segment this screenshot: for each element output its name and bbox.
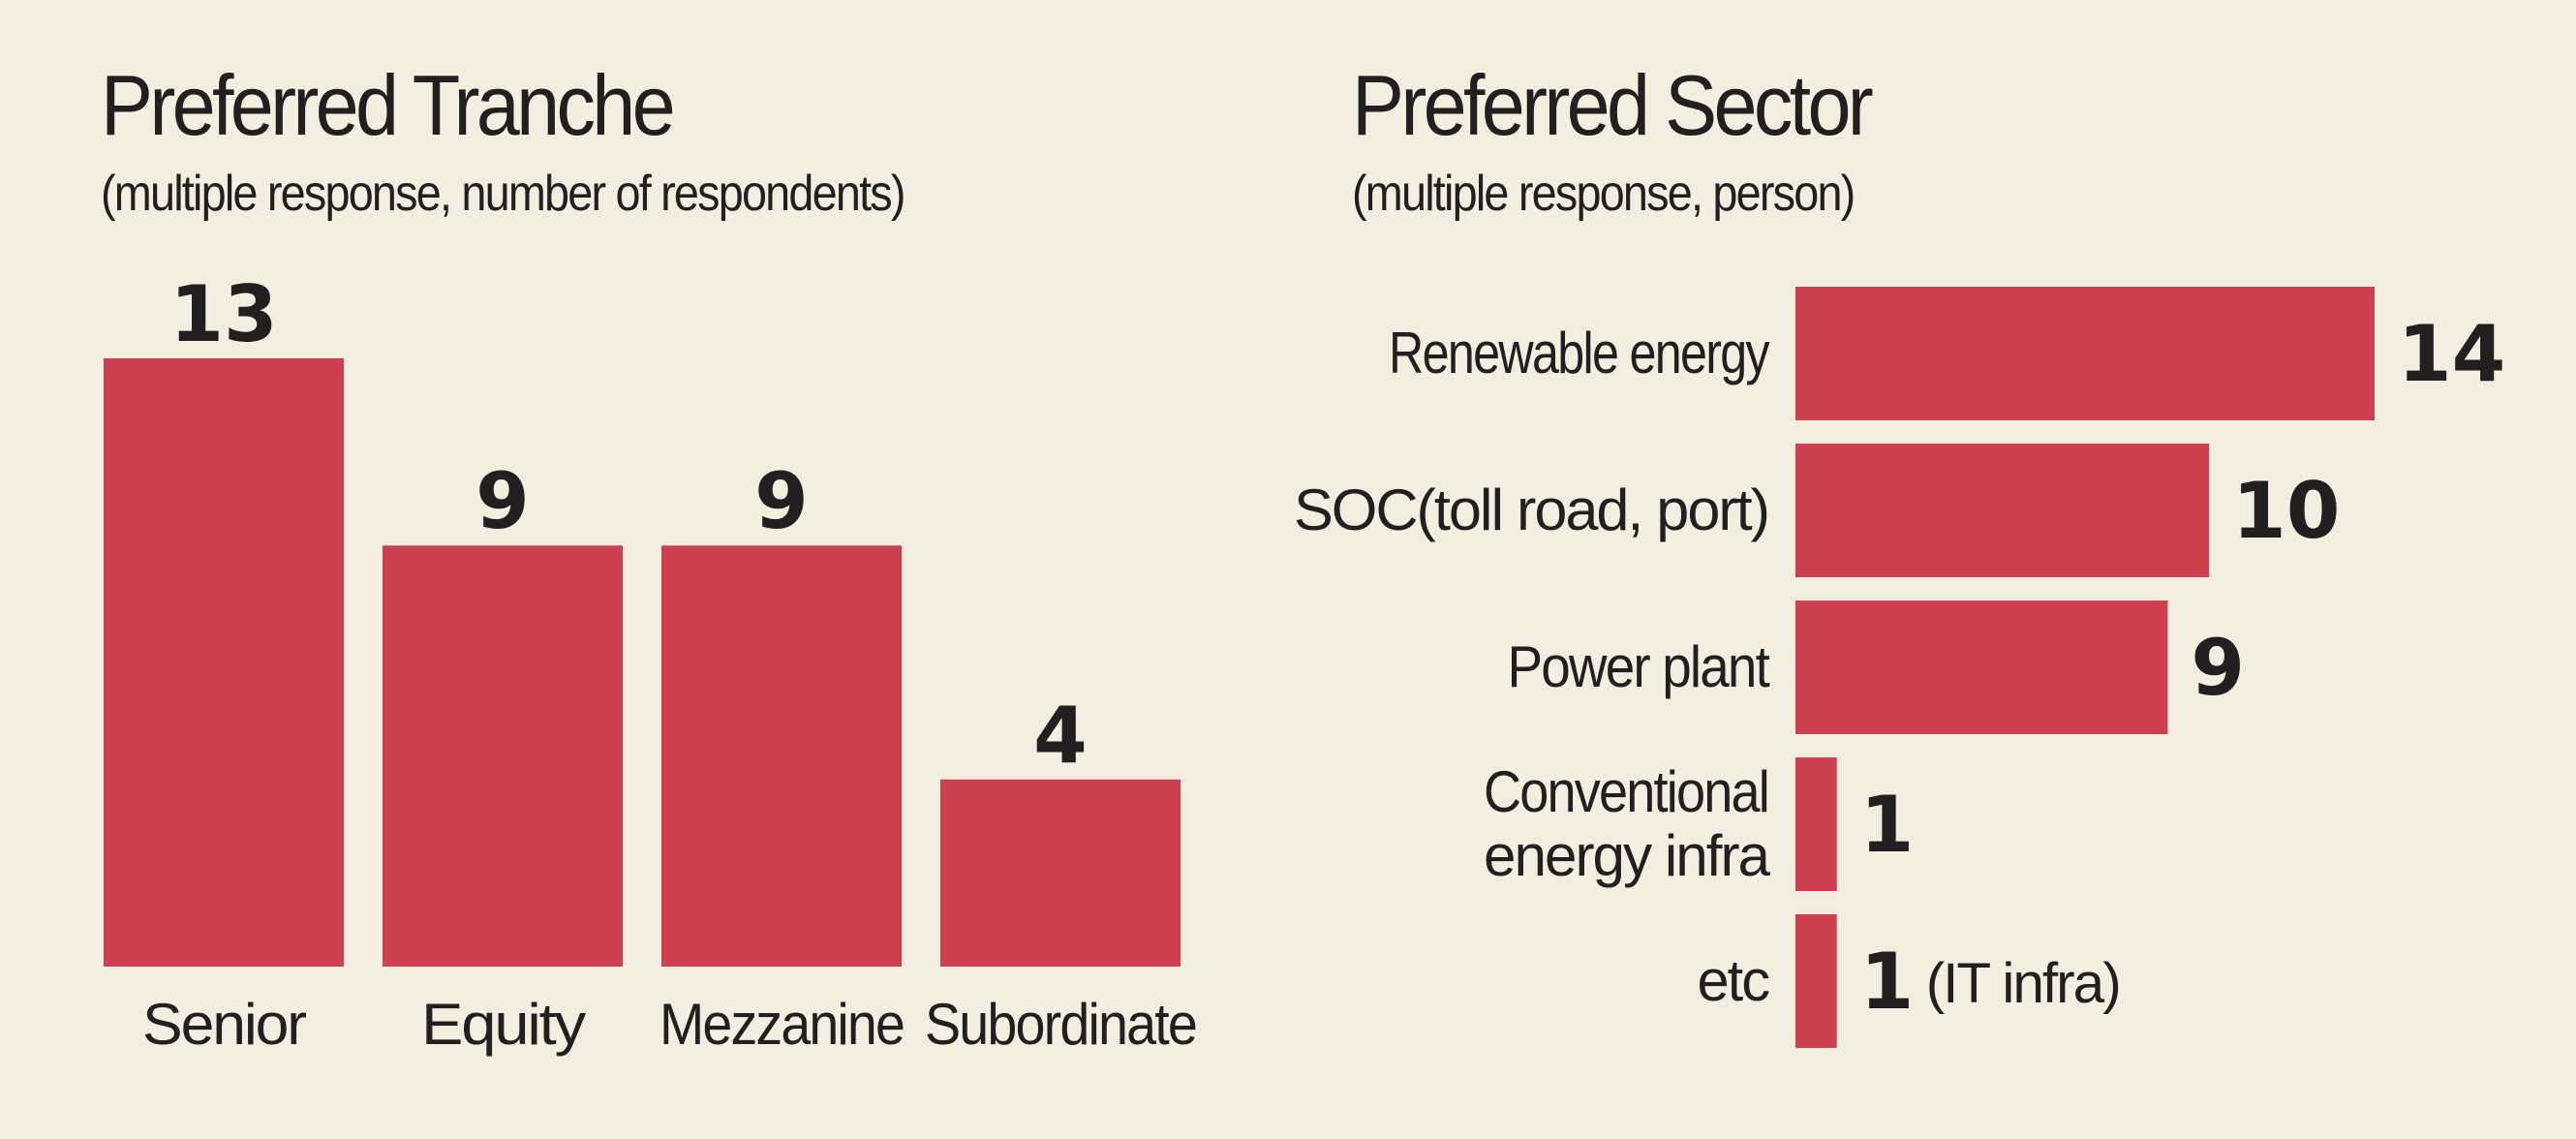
tranche-chart-panel: Preferred Tranche (multiple response, nu…: [101, 57, 1198, 1057]
tranche-chart-subtitle: (multiple response, number of respondent…: [101, 166, 905, 222]
sector-category-label: Renewable energy: [1389, 321, 1770, 385]
tranche-bar: [940, 779, 1181, 967]
sector-category-label: etc: [1698, 948, 1769, 1013]
sector-value-label: 1: [1860, 937, 1915, 1027]
tranche-value-label: 9: [475, 456, 530, 546]
sector-category-label: Conventional: [1484, 759, 1768, 824]
tranche-category-label: Senior: [142, 992, 306, 1057]
sector-value-label: 1: [1860, 780, 1915, 870]
sector-value-label: 9: [2191, 623, 2245, 713]
tranche-chart-title: Preferred Tranche: [101, 57, 676, 153]
tranche-category-label: Equity: [421, 992, 586, 1057]
tranche-bar-chart: 13 Senior 9 Equity 9 Mezzanine 4 Subordinate: [104, 269, 1198, 1057]
tranche-category-label: Mezzanine: [659, 992, 904, 1057]
sector-chart-panel: Preferred Sector (multiple response, per…: [1288, 0, 2576, 1139]
sector-bar: [1795, 914, 1837, 1048]
sector-value-label: 10: [2232, 466, 2340, 556]
sector-chart-title: Preferred Sector: [1352, 57, 1874, 153]
sector-category-label: Power plant: [1508, 634, 1771, 699]
sector-chart-subtitle: (multiple response, person): [1352, 166, 1855, 222]
sector-bar: [1795, 287, 2375, 420]
sector-bar: [1795, 757, 1837, 891]
tranche-bar: [104, 358, 344, 967]
tranche-bar: [661, 545, 902, 967]
sector-category-label: energy infra: [1484, 823, 1771, 888]
tranche-value-label: 13: [169, 269, 277, 359]
tranche-bar: [383, 545, 623, 967]
sector-bar-chart: 14 Renewable energy 10 SOC(toll road, port)…: [1294, 287, 2505, 1048]
sector-category-label: SOC(toll road, port): [1294, 477, 1768, 542]
sector-value-label: 14: [2398, 309, 2505, 399]
tranche-value-label: 4: [1033, 691, 1088, 781]
sector-annotation: (IT infra): [1926, 952, 2120, 1015]
sector-bar: [1795, 444, 2210, 577]
sector-bar: [1795, 600, 2168, 734]
tranche-category-label: Subordinate: [925, 992, 1196, 1057]
tranche-value-label: 9: [754, 456, 809, 546]
